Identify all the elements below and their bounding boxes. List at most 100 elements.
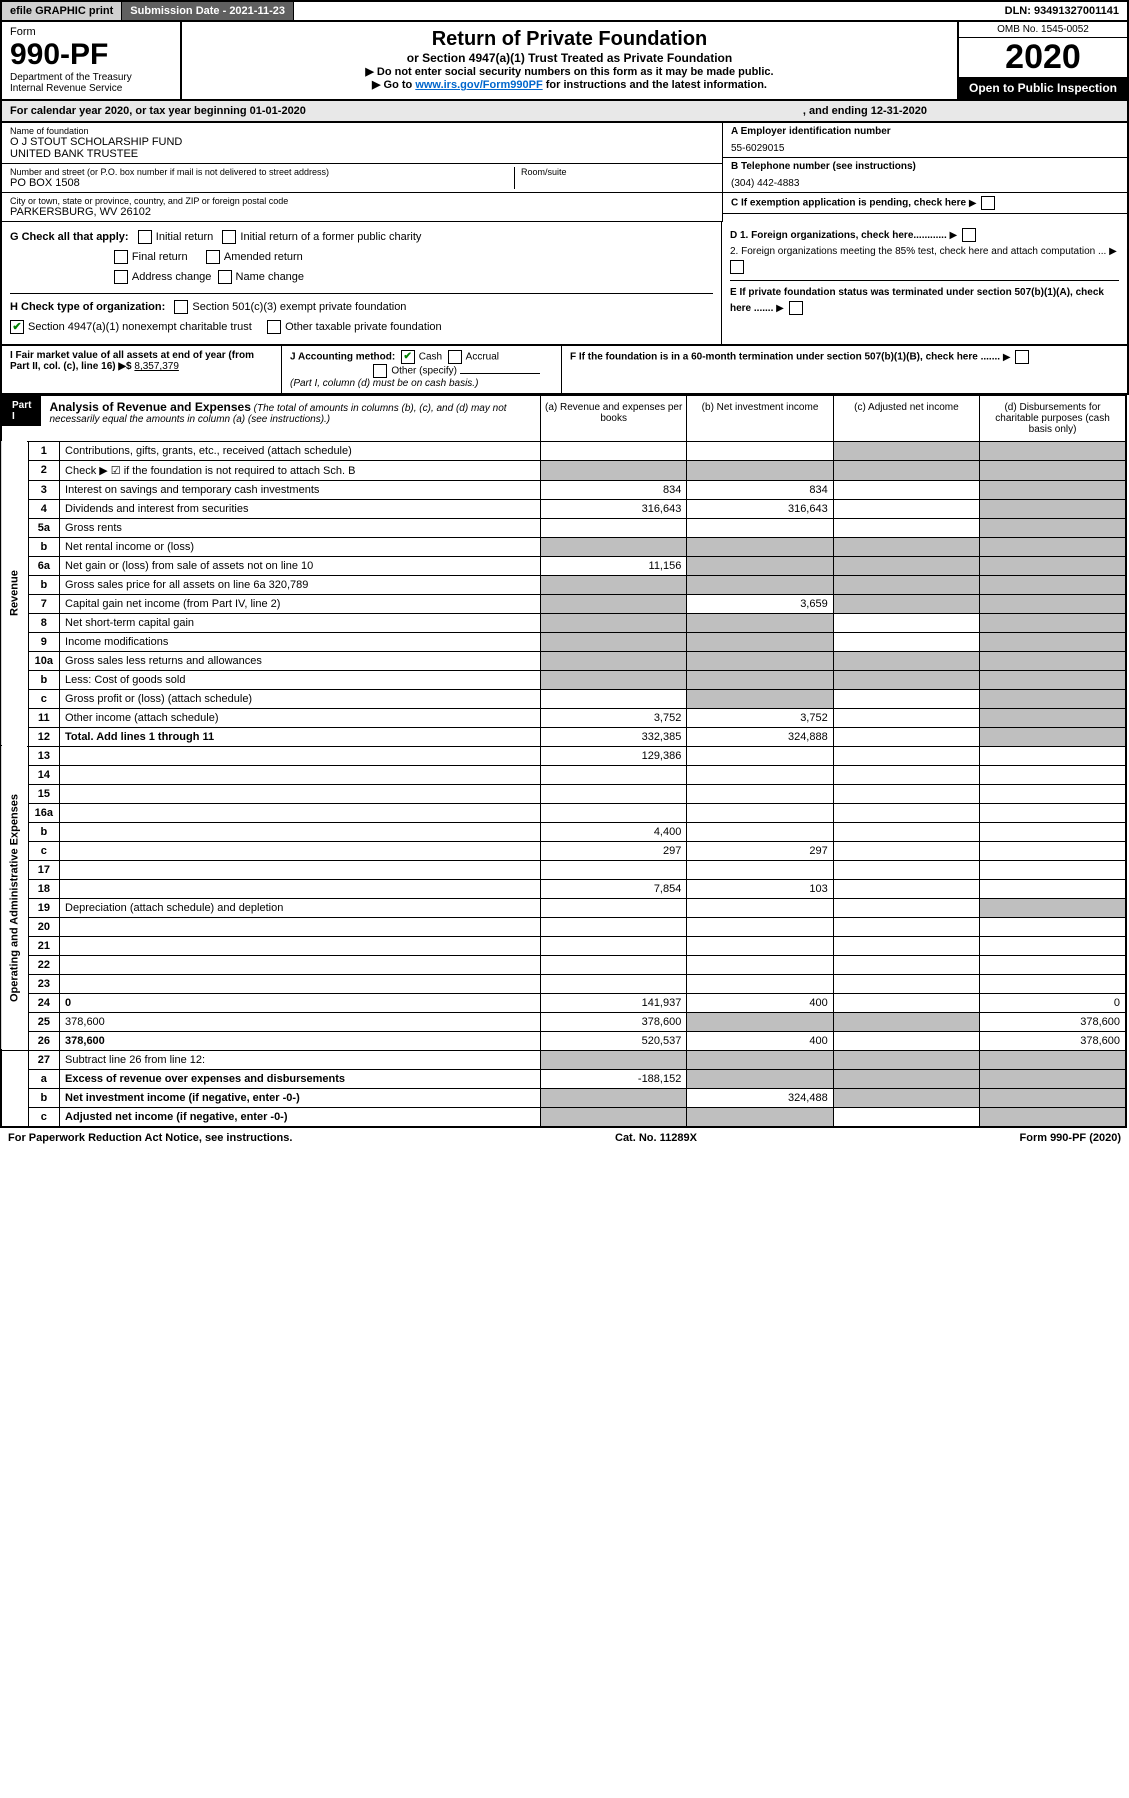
amount-cell-d: 0 [980,993,1126,1012]
line-description: Gross sales price for all assets on line… [60,575,541,594]
amount-cell-d [980,613,1126,632]
table-row: bLess: Cost of goods sold [1,670,1126,689]
amount-cell-a: 11,156 [540,556,686,575]
amount-cell-d [980,727,1126,746]
form-word: Form [10,26,172,38]
amount-cell-c [833,499,979,518]
j-cash-checkbox[interactable]: ✔ [401,350,415,364]
amount-cell-a: 332,385 [540,727,686,746]
amount-cell-b: 316,643 [687,499,833,518]
amount-cell-d [980,898,1126,917]
e-checkbox[interactable] [789,301,803,315]
line-number: 17 [28,860,59,879]
d2-row: 2. Foreign organizations meeting the 85%… [730,244,1119,276]
header-right: OMB No. 1545-0052 2020 Open to Public In… [957,22,1127,99]
amount-cell-a: 378,600 [540,1012,686,1031]
part1-header-row: Part I Analysis of Revenue and Expenses … [1,395,1126,441]
g-final-checkbox[interactable] [114,250,128,264]
amount-cell-d [980,556,1126,575]
h-501c3-checkbox[interactable] [174,300,188,314]
phone-label: B Telephone number (see instructions) [731,161,1119,172]
line-number: 7 [28,594,59,613]
table-row: 7Capital gain net income (from Part IV, … [1,594,1126,613]
line-number: 16a [28,803,59,822]
amount-cell-a: 834 [540,480,686,499]
line-number: 13 [28,746,59,765]
amount-cell-d [980,1050,1126,1069]
amount-cell-b [687,860,833,879]
amount-cell-c [833,1050,979,1069]
amount-cell-b [687,955,833,974]
checkboxes-right: D 1. Foreign organizations, check here..… [722,222,1127,344]
amount-cell-d [980,822,1126,841]
arrow-icon [1109,246,1119,257]
amount-cell-d [980,575,1126,594]
line-number: 26 [28,1031,59,1050]
amount-cell-d [980,480,1126,499]
amount-cell-d [980,594,1126,613]
amount-cell-c [833,993,979,1012]
g-name-checkbox[interactable] [218,270,232,284]
d2-checkbox[interactable] [730,260,744,274]
table-row: Revenue1Contributions, gifts, grants, et… [1,441,1126,460]
d1-checkbox[interactable] [962,228,976,242]
line-description: Less: Cost of goods sold [60,670,541,689]
amount-cell-c [833,460,979,480]
amount-cell-c [833,1088,979,1107]
efile-label[interactable]: efile GRAPHIC print [2,2,122,20]
table-row: 25378,600378,600378,600 [1,1012,1126,1031]
line-number: 2 [28,460,59,480]
arrow-icon [776,303,786,314]
line-description [60,803,541,822]
amount-cell-b: 324,888 [687,727,833,746]
c-checkbox[interactable] [981,196,995,210]
table-row: 26378,600520,537400378,600 [1,1031,1126,1050]
j-accrual-checkbox[interactable] [448,350,462,364]
amount-cell-d [980,499,1126,518]
amount-cell-b [687,460,833,480]
amount-cell-a [540,537,686,556]
line-description: Check ▶ ☑ if the foundation is not requi… [60,460,541,480]
amount-cell-b [687,1012,833,1031]
line-number: 4 [28,499,59,518]
line-number: 3 [28,480,59,499]
open-to-public: Open to Public Inspection [959,77,1127,99]
f-checkbox[interactable] [1015,350,1029,364]
table-row: 2Check ▶ ☑ if the foundation is not requ… [1,460,1126,480]
amount-cell-a [540,860,686,879]
instructions-link[interactable]: www.irs.gov/Form990PF [415,79,542,91]
h-4947-checkbox[interactable]: ✔ [10,320,24,334]
table-row: 21 [1,936,1126,955]
line-number: 6a [28,556,59,575]
h-row: H Check type of organization: Section 50… [10,293,713,338]
h-other-checkbox[interactable] [267,320,281,334]
revenue-section-label: Revenue [1,441,28,746]
j-other-field[interactable] [460,373,540,374]
arrow-icon [950,230,960,241]
g-initial-former-checkbox[interactable] [222,230,236,244]
table-row: 27Subtract line 26 from line 12: [1,1050,1126,1069]
amount-cell-b [687,803,833,822]
fair-market-value: 8,357,379 [134,361,179,372]
form-header: Form 990-PF Department of the Treasury I… [0,22,1129,101]
line-number: 14 [28,765,59,784]
table-row: Operating and Administrative Expenses131… [1,746,1126,765]
footer: For Paperwork Reduction Act Notice, see … [0,1128,1129,1148]
amount-cell-d [980,651,1126,670]
amount-cell-d [980,841,1126,860]
g-amended-checkbox[interactable] [206,250,220,264]
form-number: 990-PF [10,38,172,72]
line-number: a [28,1069,59,1088]
g-initial-checkbox[interactable] [138,230,152,244]
j-other-checkbox[interactable] [373,364,387,378]
g-address-checkbox[interactable] [114,270,128,284]
amount-cell-c [833,803,979,822]
amount-cell-d: 378,600 [980,1012,1126,1031]
amount-cell-d [980,708,1126,727]
amount-cell-d [980,1088,1126,1107]
foundation-name-cell: Name of foundation O J STOUT SCHOLARSHIP… [2,123,722,164]
street-cell: Number and street (or P.O. box number if… [10,167,514,189]
header-left: Form 990-PF Department of the Treasury I… [2,22,182,99]
table-row: 14 [1,765,1126,784]
table-row: 6aNet gain or (loss) from sale of assets… [1,556,1126,575]
